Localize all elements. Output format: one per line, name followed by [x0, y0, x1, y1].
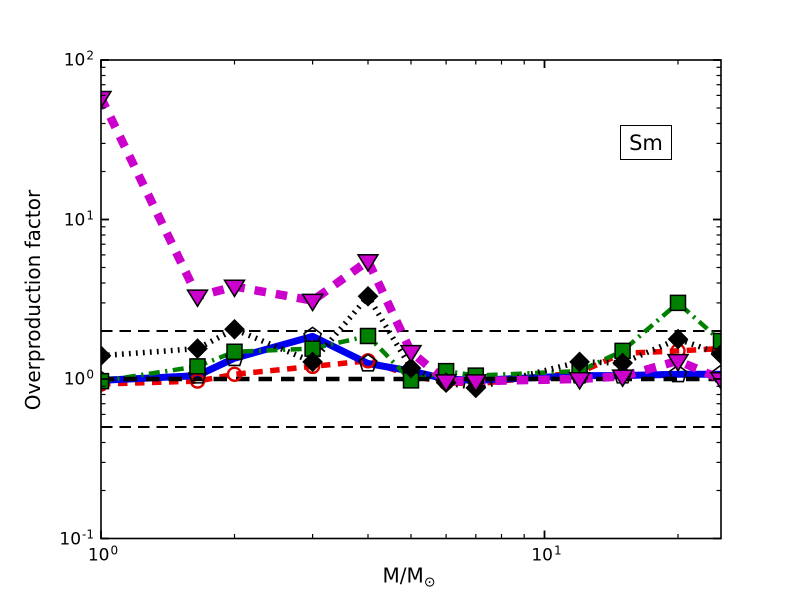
marker-pentagon	[668, 364, 688, 383]
x-tick-label: 100	[87, 543, 119, 565]
data-layer	[101, 90, 721, 429]
marker-triangle-down	[434, 374, 458, 393]
y-tick-label: 10-1	[59, 527, 94, 549]
y-axis-label: Overproduction factor	[21, 189, 45, 411]
marker-square	[226, 343, 243, 361]
marker-pentagon	[711, 364, 721, 383]
marker-circle	[226, 366, 243, 382]
x-tick-label: 101	[531, 543, 562, 565]
marker-diamond	[710, 343, 721, 365]
marker-triangle-down	[223, 279, 246, 298]
y-tick-label: 100	[63, 367, 94, 390]
marker-diamond	[187, 338, 208, 359]
y-tick-label: 101	[63, 208, 94, 230]
marker-diamond	[569, 351, 590, 373]
marker-triangle-down	[399, 344, 423, 364]
marker-square	[101, 372, 110, 390]
marker-triangle-down	[301, 293, 324, 313]
marker-square	[189, 358, 206, 375]
marker-pentagon	[358, 353, 378, 372]
marker-diamond	[667, 328, 689, 350]
marker-triangle-down	[666, 353, 690, 373]
marker-triangle-down	[464, 374, 488, 393]
marker-diamond	[302, 351, 323, 373]
series-line-triangle-down	[101, 95, 721, 386]
marker-triangle-down	[611, 369, 634, 388]
sun-symbol: ⊙	[423, 574, 436, 591]
marker-triangle-down	[356, 253, 380, 273]
x-axis-label-main: M/M	[382, 563, 424, 588]
x-axis-label: M/M⊙	[383, 564, 436, 591]
marker-square	[669, 294, 687, 312]
element-annotation-label: Sm	[629, 130, 663, 155]
marker-diamond	[101, 345, 112, 367]
marker-square	[712, 332, 721, 350]
marker-triangle-down	[568, 372, 591, 391]
marker-square	[614, 342, 631, 360]
marker-square	[304, 340, 321, 357]
marker-square	[359, 327, 377, 345]
marker-triangle-down	[709, 372, 721, 391]
marker-diamond	[357, 285, 379, 307]
marker-triangle-down	[186, 289, 209, 308]
y-tick-label: 102	[63, 48, 94, 71]
marker-diamond	[224, 318, 245, 340]
element-annotation-box: Sm	[620, 125, 672, 160]
marker-diamond	[400, 357, 422, 379]
